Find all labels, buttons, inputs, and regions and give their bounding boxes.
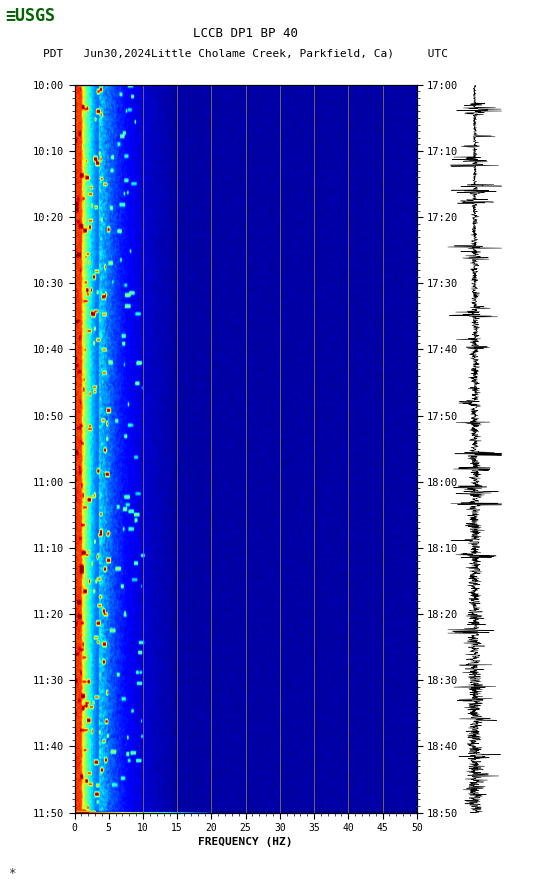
Text: LCCB DP1 BP 40: LCCB DP1 BP 40 — [193, 27, 298, 40]
Text: ≡USGS: ≡USGS — [6, 7, 56, 25]
X-axis label: FREQUENCY (HZ): FREQUENCY (HZ) — [198, 838, 293, 847]
Text: *: * — [8, 866, 16, 880]
Text: PDT   Jun30,2024Little Cholame Creek, Parkfield, Ca)     UTC: PDT Jun30,2024Little Cholame Creek, Park… — [43, 48, 448, 58]
